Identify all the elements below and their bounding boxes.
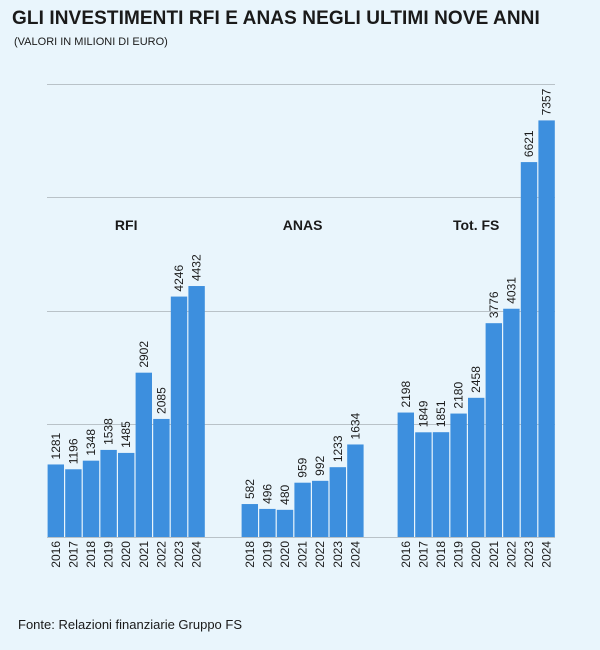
- data-label: 1851: [434, 400, 448, 427]
- x-tick-label: 2020: [469, 541, 483, 568]
- x-tick-label: 2019: [452, 541, 466, 568]
- bar: [485, 323, 502, 537]
- bar: [294, 482, 311, 537]
- x-tick-label: 2021: [296, 541, 310, 568]
- bar: [153, 418, 170, 537]
- data-label: 496: [260, 484, 274, 504]
- bar: [312, 480, 329, 537]
- data-label: 3776: [487, 291, 501, 318]
- bar: [450, 413, 467, 537]
- x-tick-label: 2021: [487, 541, 501, 568]
- x-tick-label: 2019: [260, 541, 274, 568]
- bar: [118, 452, 135, 537]
- data-label: 2458: [469, 366, 483, 393]
- x-tick-label: 2018: [243, 541, 257, 568]
- group-label: ANAS: [283, 217, 323, 233]
- bar: [347, 444, 364, 537]
- bar: [415, 432, 432, 537]
- source-note: Fonte: Relazioni finanziarie Gruppo FS: [18, 617, 243, 632]
- data-label: 1196: [66, 438, 80, 464]
- x-tick-label: 2023: [331, 541, 345, 568]
- x-tick-label: 2022: [504, 541, 518, 568]
- data-label: 4432: [190, 254, 204, 281]
- bar: [432, 432, 450, 537]
- data-label: 582: [243, 479, 257, 499]
- x-tick-label: 2017: [66, 541, 80, 568]
- chart-subtitle: (VALORI IN MILIONI DI EURO): [14, 36, 168, 48]
- data-label: 480: [278, 484, 292, 504]
- data-label: 6621: [522, 130, 536, 157]
- bar: [397, 412, 414, 537]
- x-tick-label: 2022: [313, 541, 327, 568]
- bar: [468, 397, 485, 537]
- chart-title: GLI INVESTIMENTI RFI E ANAS NEGLI ULTIMI…: [12, 8, 540, 29]
- data-label: 1849: [416, 400, 430, 427]
- x-tick-label: 2023: [522, 541, 536, 568]
- data-label: 4031: [504, 277, 518, 304]
- data-label: 2902: [137, 341, 151, 368]
- bar: [241, 504, 258, 537]
- bar: [65, 469, 82, 537]
- x-tick-label: 2017: [416, 541, 430, 568]
- x-tick-label: 2024: [540, 541, 554, 568]
- bar: [170, 296, 188, 537]
- bar: [135, 372, 152, 537]
- bar: [47, 464, 64, 537]
- data-label: 4246: [172, 265, 186, 292]
- bar: [276, 509, 294, 537]
- x-tick-label: 2016: [399, 541, 413, 568]
- x-tick-label: 2020: [278, 541, 292, 568]
- data-label: 2180: [452, 382, 466, 409]
- data-label: 992: [313, 455, 327, 475]
- data-label: 1538: [102, 418, 116, 445]
- bar: [188, 286, 205, 537]
- data-label: 1281: [49, 432, 63, 459]
- data-label: 7357: [540, 88, 554, 115]
- group-label: Tot. FS: [453, 217, 499, 233]
- x-tick-label: 2018: [434, 541, 448, 568]
- bar: [520, 162, 538, 537]
- x-tick-label: 2024: [348, 541, 362, 568]
- x-tick-label: 2018: [84, 541, 98, 568]
- bar: [503, 308, 520, 537]
- bar: [259, 508, 276, 537]
- data-label: 1348: [84, 429, 98, 456]
- x-tick-label: 2016: [49, 541, 63, 568]
- x-tick-label: 2024: [190, 541, 204, 568]
- x-tick-label: 2019: [102, 541, 116, 568]
- data-label: 1233: [331, 435, 345, 462]
- x-tick-label: 2021: [137, 541, 151, 568]
- bar: [100, 449, 117, 537]
- data-label: 1485: [119, 421, 133, 448]
- bar: [329, 467, 346, 537]
- data-label: 1634: [348, 412, 362, 439]
- bar: [538, 120, 555, 537]
- x-tick-label: 2022: [154, 541, 168, 568]
- bar: [82, 460, 100, 537]
- x-tick-label: 2023: [172, 541, 186, 568]
- data-label: 2085: [154, 387, 168, 414]
- data-label: 959: [296, 457, 310, 477]
- group-label: RFI: [115, 217, 138, 233]
- x-tick-label: 2020: [119, 541, 133, 568]
- data-label: 2198: [399, 381, 413, 408]
